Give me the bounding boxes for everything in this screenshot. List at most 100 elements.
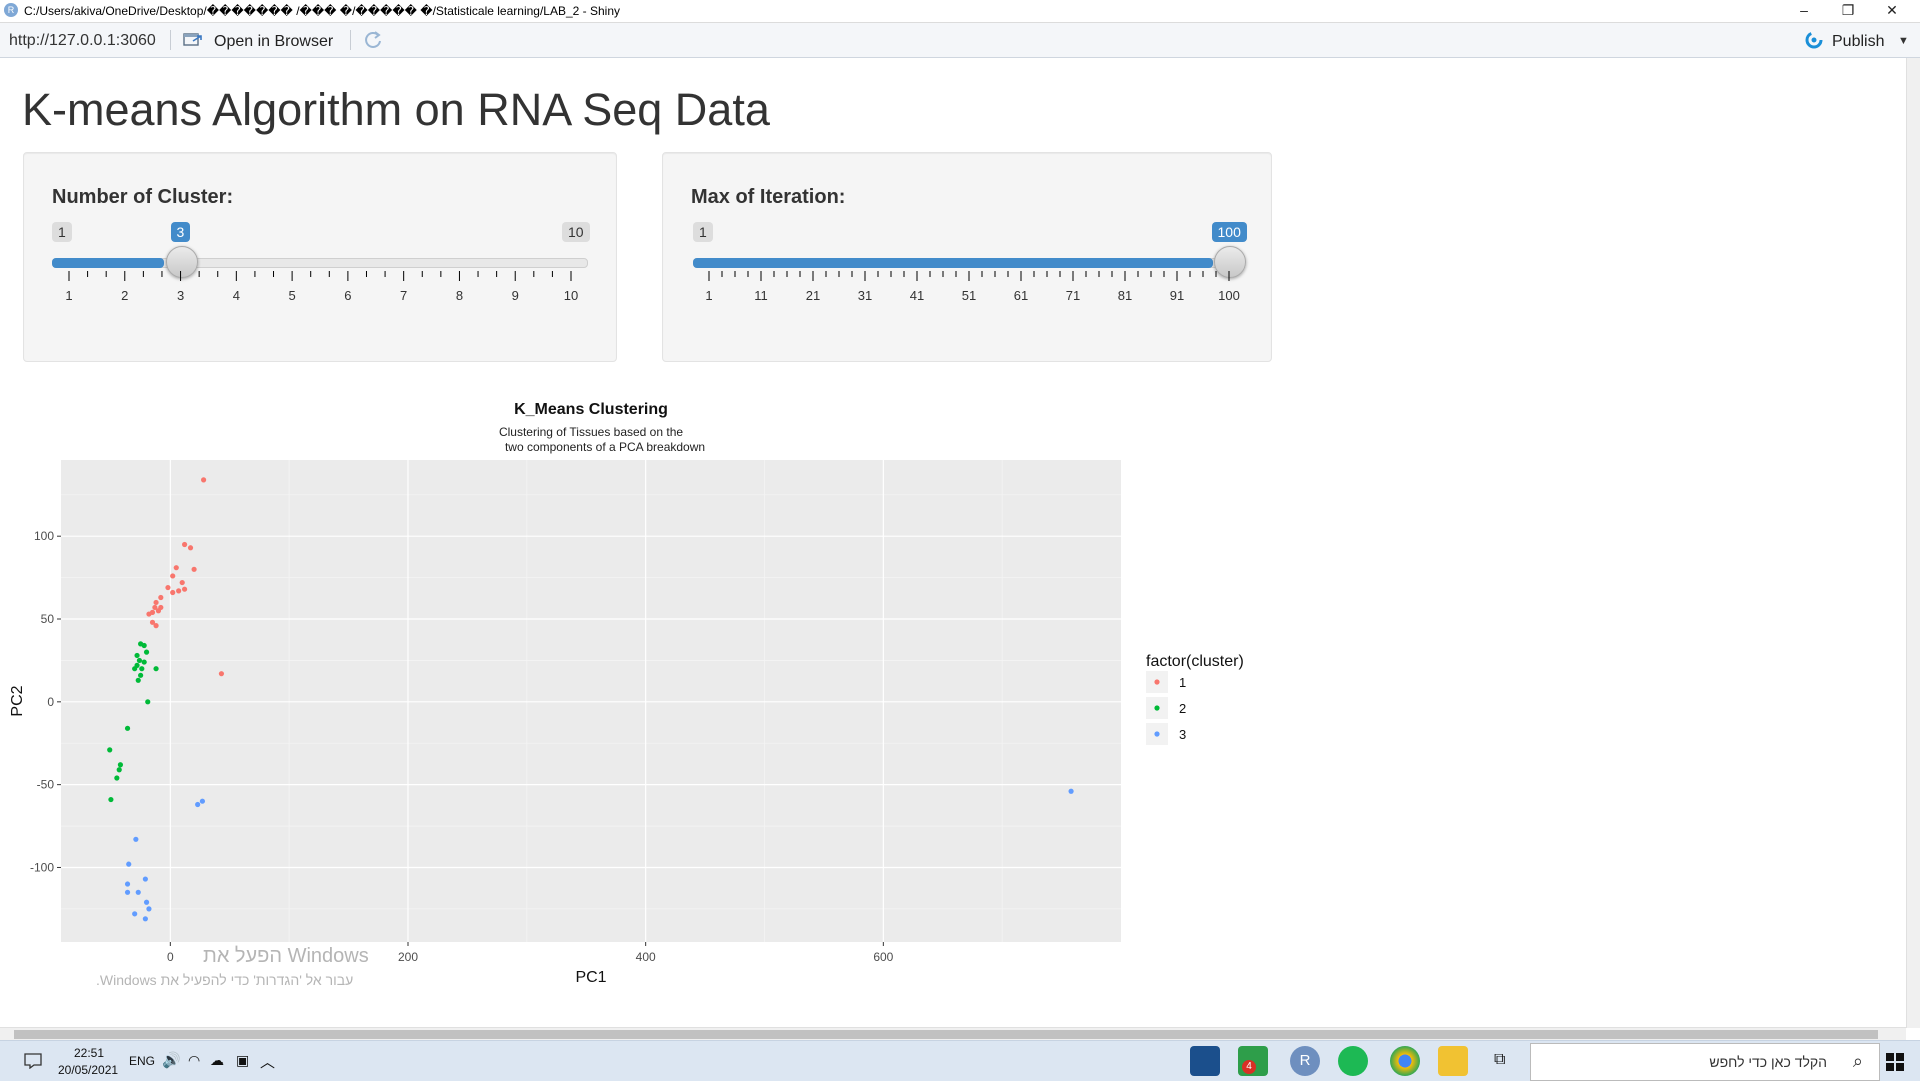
slider-tick-label: 91 [1170,288,1184,303]
slider-tick-label: 21 [806,288,820,303]
data-point-cluster-2 [117,762,124,768]
slider-tick-label: 31 [858,288,872,303]
photos-app-icon[interactable] [1190,1046,1220,1076]
x-tick-label: 0 [167,950,174,964]
publish-icon[interactable] [1803,30,1825,50]
legend-swatch-1 [1154,679,1160,685]
slider-tick-label: 6 [344,288,351,303]
x-tick-label: 600 [873,950,893,964]
data-point-cluster-3 [1068,788,1074,794]
minor-gridlines [61,460,1121,942]
window-title: C:/Users/akiva/OneDrive/Desktop/������� … [24,4,621,18]
legend-label: 3 [1179,727,1186,742]
show-hidden-icons-chevron-icon[interactable]: ︿ [260,1054,276,1071]
open-in-browser-icon[interactable] [183,32,203,48]
cluster-slider-label: Number of Cluster: [52,186,234,208]
y-tick-label: 0 [47,695,54,709]
x-tick-label: 200 [398,950,418,964]
data-point-cluster-1 [165,584,171,591]
data-point-cluster-2 [116,767,122,773]
data-point-cluster-1 [181,541,188,548]
slider-tick-label: 41 [910,288,924,303]
slider-tick-label: 51 [962,288,976,303]
plot-panel [61,460,1121,942]
data-point-cluster-2 [135,677,141,683]
r-app-icon: R [4,3,18,17]
data-point-cluster-3 [124,881,131,887]
axis-ticks: 0 200 400 600 -100 -50 0 50 100 [30,529,894,964]
data-point-cluster-1 [173,565,179,571]
cluster-slider-fill [52,258,164,268]
task-view-icon[interactable]: ⧉ [1494,1051,1506,1068]
file-explorer-app-icon[interactable] [1438,1046,1468,1076]
window-title-bar: R C:/Users/akiva/OneDrive/Desktop/������… [0,0,1920,23]
refresh-icon[interactable] [362,29,384,51]
data-point-cluster-2 [143,649,150,655]
data-point-cluster-1 [181,586,188,592]
data-point-cluster-3 [132,911,138,917]
slider-tick-label: 9 [512,288,519,303]
slider-tick-label: 3 [177,288,184,303]
data-point-cluster-3 [199,798,206,804]
data-point-cluster-3 [195,801,201,808]
cluster-max-badge: 10 [562,222,590,242]
page-title: K-means Algorithm on RNA Seq Data [22,84,770,135]
clock-date[interactable]: 20/05/2021 [58,1063,119,1077]
search-icon: ⌕ [1852,1051,1863,1071]
vertical-scrollbar[interactable] [1906,58,1920,1028]
minimize-button[interactable]: – [1800,2,1808,18]
close-button[interactable]: ✕ [1886,2,1898,18]
data-point-cluster-1 [158,594,164,601]
publish-dropdown-icon[interactable]: ▼ [1898,35,1909,47]
data-point-cluster-1 [179,579,185,586]
volume-icon[interactable]: 🔊 [162,1052,181,1069]
slider-tick-label: 8 [456,288,463,303]
notification-badge: 4 [1242,1060,1256,1074]
data-point-cluster-2 [134,652,140,659]
network-icon[interactable]: ◠ [188,1052,201,1068]
input-language[interactable]: ENG [129,1054,156,1068]
data-point-cluster-1 [176,588,182,594]
device-icon[interactable]: ▣ [236,1052,250,1068]
major-gridlines [61,460,1121,942]
windows-start-icon[interactable] [1886,1053,1904,1071]
iteration-min-badge: 1 [693,222,713,242]
slider-tick-label: 11 [754,288,768,303]
data-point-cluster-1 [152,604,158,611]
open-in-browser-button[interactable]: Open in Browser [214,33,334,50]
y-axis-label: PC2 [9,685,26,716]
legend-swatch-2 [1154,705,1160,711]
slider-tick-label: 1 [65,288,72,303]
toolbar-separator [170,30,171,50]
restore-button[interactable]: ❐ [1841,2,1855,18]
x-axis-label: PC1 [575,969,606,986]
whatsapp-app-icon[interactable]: 4 [1238,1046,1268,1076]
onedrive-icon[interactable]: ☁ [210,1052,224,1068]
legend: 1 2 3 [1146,671,1186,745]
action-center-icon[interactable] [24,1053,42,1069]
slider-tick-label: 2 [121,288,128,303]
clock-time[interactable]: 22:51 [74,1046,105,1060]
cluster-value-badge: 3 [170,222,191,242]
slider-tick-label: 5 [288,288,295,303]
toolbar-separator [350,30,351,50]
horizontal-scrollbar-thumb[interactable] [14,1030,1878,1039]
publish-button[interactable]: Publish [1832,33,1885,50]
spotify-app-icon[interactable] [1338,1046,1368,1076]
horizontal-scrollbar[interactable] [0,1027,1906,1041]
iteration-value-badge: 100 [1211,222,1247,242]
rstudio-app-icon[interactable]: R [1290,1046,1320,1076]
data-point-cluster-1 [201,477,207,483]
slider-tick-label: 100 [1218,288,1240,303]
taskbar: 22:51 20/05/2021 ENG 🔊 ◠ ☁ ▣ ︿ 4 R ⧉ הקל… [0,1040,1920,1081]
data-point-cluster-2 [108,796,114,803]
legend-swatch-3 [1154,731,1160,737]
cluster-slider-handle[interactable] [165,246,198,278]
chart-subtitle-line1: Clustering of Tissues based on the [499,425,683,439]
chrome-app-icon[interactable] [1390,1046,1420,1076]
url-label[interactable]: http://127.0.0.1:3060 [9,32,156,49]
iteration-slider-handle[interactable] [1214,246,1246,278]
taskbar-search-box[interactable]: הקלד כאן כדי לחפש ⌕ [1530,1043,1880,1081]
taskbar-search-placeholder: הקלד כאן כדי לחפש [1709,1054,1827,1070]
data-point-cluster-3 [142,876,148,882]
